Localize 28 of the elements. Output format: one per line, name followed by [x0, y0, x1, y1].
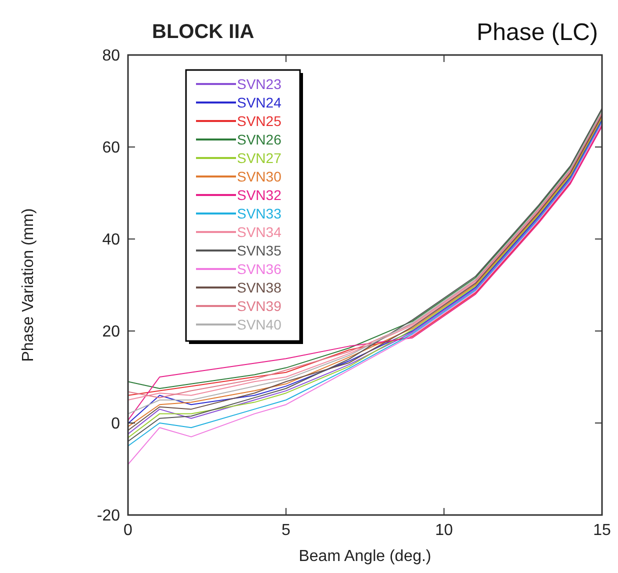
- legend-label: SVN32: [237, 186, 282, 203]
- y-axis-title: Phase Variation (mm): [20, 208, 37, 362]
- legend-label: SVN40: [237, 316, 282, 332]
- legend-label: SVN38: [237, 279, 282, 296]
- legend-label: SVN33: [237, 205, 282, 222]
- legend-label: SVN36: [237, 260, 282, 277]
- y-tick-label: 0: [111, 416, 120, 433]
- y-tick-label: 60: [102, 140, 120, 157]
- legend-label: SVN23: [237, 76, 282, 92]
- legend-label: SVN39: [237, 298, 282, 314]
- legend-label: SVN27: [237, 150, 282, 166]
- legend-label: SVN25: [237, 112, 282, 129]
- x-tick-label: 15: [593, 522, 611, 539]
- chart-title: BLOCK IIA: [152, 21, 254, 43]
- y-tick-label: 80: [102, 48, 120, 65]
- y-tick-label: -20: [96, 508, 120, 525]
- y-tick-label: 20: [102, 324, 120, 341]
- legend-label: SVN24: [237, 94, 282, 110]
- x-axis-title: Beam Angle (deg.): [298, 548, 432, 565]
- legend-label: SVN34: [237, 224, 282, 240]
- chart-subtitle: Phase (LC): [476, 19, 598, 46]
- x-tick-label: 0: [124, 522, 133, 539]
- y-tick-label: 40: [102, 232, 120, 249]
- legend-label: SVN35: [237, 242, 282, 258]
- x-tick-label: 10: [435, 522, 453, 539]
- x-tick-label: 5: [282, 522, 291, 539]
- legend-label: SVN26: [237, 131, 282, 148]
- legend-label: SVN30: [237, 168, 282, 184]
